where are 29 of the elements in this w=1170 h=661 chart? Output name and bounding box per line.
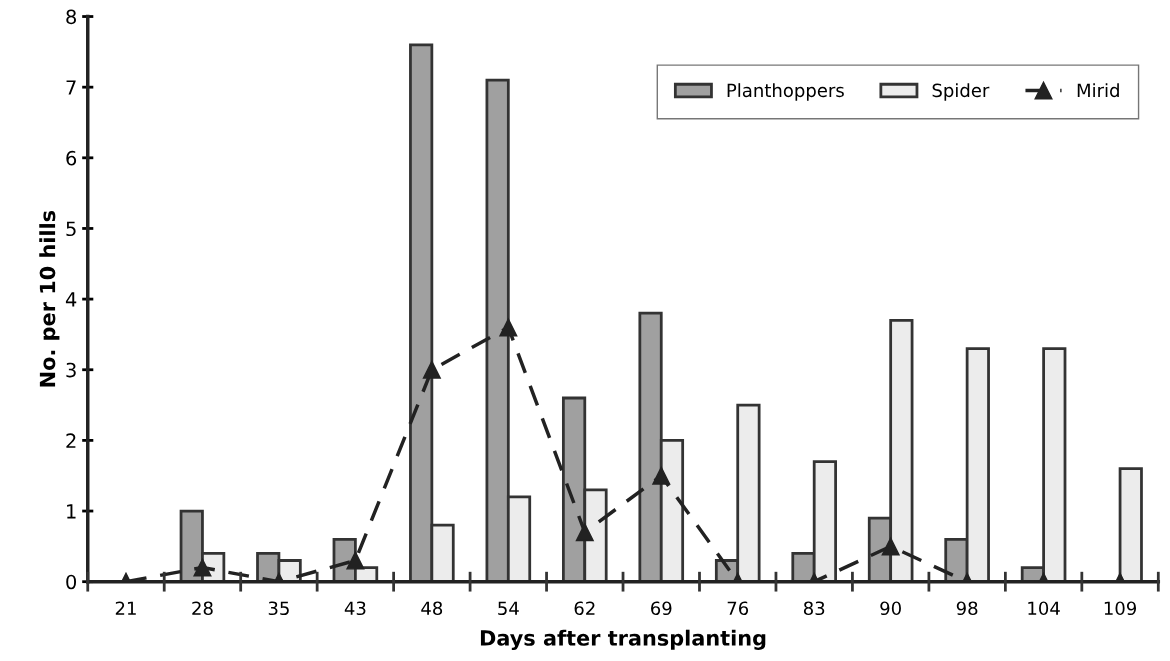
y-tick-label: 5 <box>66 221 76 237</box>
y-tick-label: 0 <box>66 574 77 590</box>
x-axis-title: Days after transplanting <box>480 629 766 651</box>
x-tick-label: 90 <box>880 601 901 616</box>
y-tick-label: 1 <box>67 504 76 519</box>
x-tick-label: 43 <box>344 601 366 616</box>
y-tick-label: 6 <box>66 150 77 166</box>
legend-label: Spider <box>932 83 990 101</box>
y-tick-label: 8 <box>66 9 76 25</box>
x-tick-label: 83 <box>803 601 825 616</box>
x-tick-label: 54 <box>498 601 519 616</box>
x-tick-label: 21 <box>115 601 136 615</box>
legend-label: Planthoppers <box>727 83 844 101</box>
x-tick-label: 28 <box>192 601 213 616</box>
y-tick-label: 7 <box>66 80 76 95</box>
x-tick-label: 109 <box>1104 601 1137 616</box>
bar <box>1118 467 1143 582</box>
x-tick-label: 35 <box>268 601 289 616</box>
legend-label: Mirid <box>1077 83 1119 98</box>
x-tick-label: 62 <box>574 601 595 616</box>
x-tick-label: 76 <box>727 601 749 616</box>
y-tick-label: 4 <box>65 292 77 307</box>
x-tick-label: 98 <box>956 601 978 616</box>
y-tick-label: 3 <box>66 362 76 378</box>
x-tick-label: 104 <box>1028 601 1060 616</box>
x-tick-label: 48 <box>421 601 443 616</box>
y-axis-title: No. per 10 hills <box>39 210 60 387</box>
y-tick-label: 2 <box>66 433 76 448</box>
x-tick-label: 69 <box>651 601 672 616</box>
